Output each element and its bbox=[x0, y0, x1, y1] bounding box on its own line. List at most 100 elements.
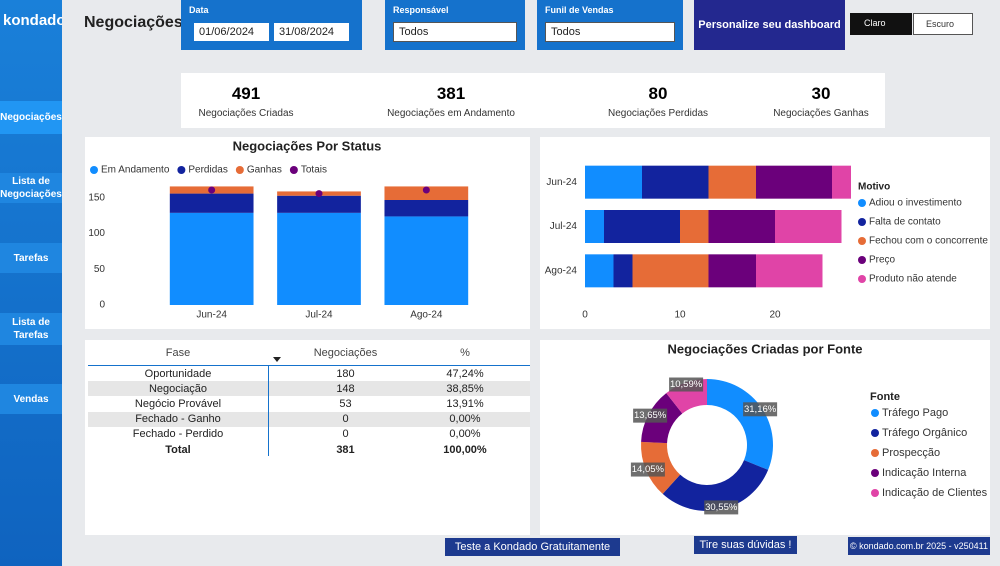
nav-item[interactable]: Lista de Tarefas bbox=[0, 313, 62, 345]
filter-label: Funil de Vendas bbox=[545, 5, 614, 15]
kpi-card bbox=[181, 73, 885, 128]
chart-card: Negociações Criadas por Fonte 31,16% 30,55… bbox=[540, 340, 990, 535]
legend-label: Tráfego Pago bbox=[882, 407, 948, 419]
dropdown[interactable]: Todos bbox=[545, 22, 675, 42]
x-tick-label: Ago-24 bbox=[410, 310, 443, 321]
table-cell: 0 bbox=[342, 413, 349, 426]
legend-marker bbox=[289, 166, 298, 174]
chart: Negociações Por Status 0 50 100 150 Em Andame… bbox=[88, 138, 469, 321]
label-bg bbox=[633, 408, 668, 423]
table-cell: 100,00% bbox=[443, 443, 487, 456]
bar-segment bbox=[585, 254, 614, 288]
legend-marker bbox=[858, 218, 866, 226]
funnel-filter: Funil de Vendas Todos bbox=[537, 0, 683, 50]
kpi-value: 381 bbox=[436, 84, 466, 103]
logo[interactable]: kondado bbox=[3, 12, 66, 29]
donut-slice bbox=[662, 460, 769, 511]
kpi-label: Negociações Ganhas bbox=[773, 108, 869, 119]
table-cell: 148 bbox=[336, 382, 355, 395]
header-rule bbox=[88, 365, 530, 366]
table-row: Fechado - Ganho 0 0,00% bbox=[88, 411, 530, 427]
bar-segment bbox=[585, 165, 642, 199]
bar-segment bbox=[277, 195, 361, 213]
x-tick-label: 10 bbox=[674, 310, 686, 321]
date-filter: Data 01/06/2024 31/08/2024 bbox=[181, 0, 362, 50]
copyright: © kondado.com.br 2025 - v250411 bbox=[848, 537, 990, 555]
chart-card: Negociações Por Status 0 50 100 150 Em Andame… bbox=[85, 137, 530, 329]
legend-label: Prospecção bbox=[882, 447, 940, 459]
table-cell: 13,91% bbox=[446, 397, 484, 410]
legend-label: Em Andamento bbox=[101, 165, 170, 176]
bar-segment bbox=[384, 200, 469, 217]
legend-label: Produto não atende bbox=[869, 274, 957, 285]
legend-marker bbox=[858, 199, 866, 207]
chart-title: Negociações Por Status bbox=[233, 138, 382, 153]
chart-title: Negociações Criadas por Fonte bbox=[667, 341, 862, 356]
dropdown[interactable]: Todos bbox=[393, 22, 517, 42]
kpi-label: Negociações Perdidas bbox=[607, 108, 709, 119]
customize-button[interactable]: Personalize seu dashboard bbox=[694, 0, 845, 50]
y-tick-label: Jun-24 bbox=[546, 177, 577, 188]
bar-segment bbox=[708, 254, 756, 288]
legend-label: Indicação de Clientes bbox=[882, 487, 988, 499]
nav-item[interactable]: Tarefas bbox=[0, 243, 62, 273]
theme-toggle[interactable]: Escuro bbox=[913, 13, 973, 35]
page-title: Negociações bbox=[84, 14, 183, 31]
nav-item[interactable]: Negociações bbox=[0, 101, 62, 134]
help-button[interactable]: Tire suas dúvidas ! bbox=[694, 536, 797, 554]
legend-label: Perdidas bbox=[188, 165, 227, 176]
total-dot bbox=[422, 186, 430, 194]
data-label: 14,05% bbox=[632, 464, 665, 475]
bar-segment bbox=[169, 212, 254, 305]
date-input[interactable]: 01/06/2024 bbox=[193, 22, 270, 42]
label-bg bbox=[669, 377, 704, 392]
legend-label: Adiou o investimento bbox=[869, 198, 962, 209]
table-cell: Fechado - Perdido bbox=[132, 428, 224, 441]
chart: Negociações Criadas por Fonte 31,16% 30,55… bbox=[630, 341, 988, 515]
legend-marker bbox=[90, 166, 98, 174]
y-tick-label: 0 bbox=[99, 300, 105, 311]
legend-label: Fechou com o concorrente bbox=[869, 236, 988, 247]
bar-segment bbox=[613, 254, 633, 288]
legend-marker bbox=[858, 256, 866, 264]
data-label: 31,16% bbox=[744, 404, 777, 415]
nav-item[interactable]: Lista de Negociações bbox=[0, 173, 62, 203]
kpi-value: 491 bbox=[231, 84, 261, 103]
table-row: Fase Negociações% bbox=[88, 345, 530, 360]
filter-label: Data bbox=[189, 5, 209, 15]
legend-marker bbox=[871, 489, 879, 497]
table-cell: Fechado - Ganho bbox=[135, 413, 221, 426]
theme-toggle[interactable]: Claro bbox=[850, 13, 912, 35]
table-cell: 0,00% bbox=[449, 413, 481, 426]
data-label: 30,55% bbox=[705, 502, 738, 513]
bar-segment bbox=[604, 210, 680, 243]
legend-marker bbox=[858, 275, 866, 283]
legend-label: Preço bbox=[869, 255, 896, 266]
legend-marker bbox=[871, 409, 879, 417]
bar-segment bbox=[277, 212, 361, 305]
table-cell: Total bbox=[165, 443, 191, 456]
legend-marker bbox=[871, 449, 879, 457]
trial-button[interactable]: Teste a Kondado Gratuitamente bbox=[445, 538, 620, 556]
nav-item[interactable]: Vendas bbox=[0, 384, 62, 414]
legend-label: Tráfego Orgânico bbox=[882, 427, 967, 439]
table-row: Negociação 148 38,85% bbox=[88, 381, 530, 397]
sort-icon bbox=[273, 357, 281, 362]
table-row: Oportunidade 180 47,24% bbox=[88, 366, 530, 381]
table-cell: 47,24% bbox=[446, 367, 484, 380]
legend-label: Indicação Interna bbox=[882, 467, 967, 479]
legend-marker bbox=[871, 429, 879, 437]
label-bg bbox=[704, 500, 739, 515]
table-card bbox=[85, 340, 530, 535]
kpi-value: 80 bbox=[648, 84, 668, 103]
table-cell: 53 bbox=[339, 397, 352, 410]
kpi-label: Negociações Criadas bbox=[198, 108, 294, 119]
table-cell: % bbox=[460, 346, 470, 359]
data-label: 10,59% bbox=[670, 379, 703, 390]
date-input[interactable]: 31/08/2024 bbox=[273, 22, 350, 42]
y-tick-label: Jul-24 bbox=[550, 221, 578, 232]
chart-card: 0 10 20 Jun-24 Jul-24 Ago-24 Motivo Adiou o inv… bbox=[540, 137, 990, 329]
table-cell: 38,85% bbox=[446, 382, 484, 395]
bar-segment bbox=[632, 254, 709, 288]
